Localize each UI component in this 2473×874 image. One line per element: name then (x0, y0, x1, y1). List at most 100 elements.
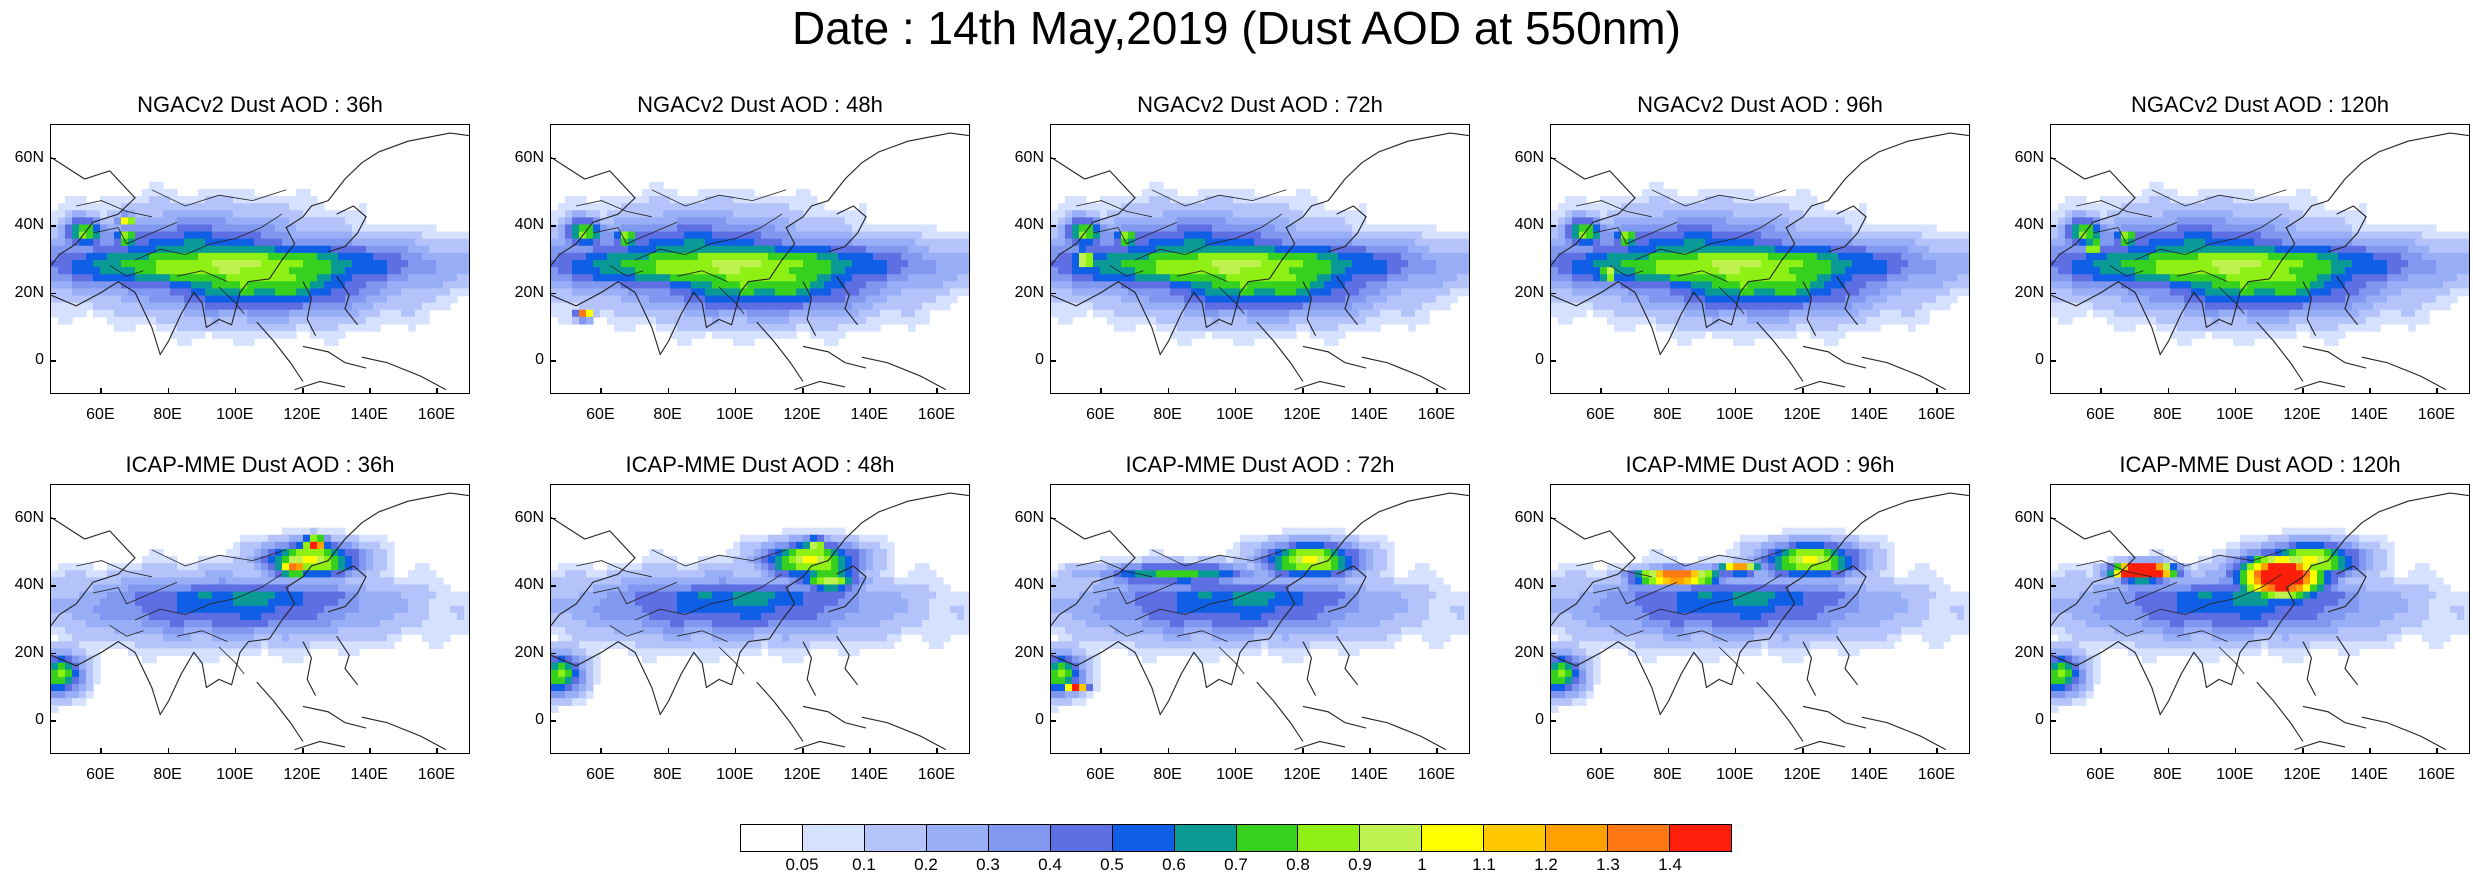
aod-cell (1922, 231, 1930, 240)
aod-cell (1359, 281, 1367, 290)
aod-cell (1352, 302, 1360, 311)
aod-cell (240, 217, 248, 226)
aod-cell (422, 238, 430, 247)
aod-cell (1163, 203, 1171, 211)
aod-cell (782, 196, 790, 204)
aod-cell (1642, 217, 1650, 226)
aod-cell (1726, 309, 1734, 318)
aod-cell (768, 252, 776, 261)
aod-cell (789, 217, 797, 226)
aod-cell (789, 238, 797, 247)
aod-cell (607, 295, 615, 304)
aod-cell (621, 323, 629, 332)
aod-cell (656, 274, 664, 282)
aod-cell (1149, 309, 1157, 318)
aod-cell (691, 238, 699, 247)
aod-cell (1775, 316, 1783, 325)
aod-cell (1408, 316, 1416, 325)
aod-cell (1586, 281, 1594, 290)
aod-cell (1149, 316, 1157, 325)
aod-cell (1177, 295, 1185, 304)
aod-cell (163, 245, 171, 254)
aod-cell (712, 323, 720, 332)
aod-cell (880, 309, 888, 318)
aod-cell (1408, 274, 1416, 282)
aod-cell (1726, 281, 1734, 290)
aod-cell (2219, 217, 2227, 226)
aod-cell (233, 331, 241, 339)
aod-cell (2450, 245, 2458, 254)
aod-cell (2324, 210, 2332, 218)
aod-cell (366, 252, 374, 261)
aod-cell (331, 331, 339, 339)
aod-cell (810, 224, 818, 233)
aod-cell (1873, 231, 1881, 240)
aod-cell (1058, 260, 1066, 268)
aod-cell (240, 252, 248, 261)
aod-cell (1387, 224, 1395, 233)
aod-cell (936, 288, 944, 297)
aod-cell (135, 274, 143, 282)
aod-cell (415, 260, 423, 268)
aod-cell (1121, 309, 1129, 318)
aod-cell (1551, 217, 1559, 226)
aod-cell (789, 231, 797, 240)
aod-cell (915, 288, 923, 297)
lon-tick-label: 140E (350, 406, 388, 423)
aod-cell (2135, 203, 2143, 211)
aod-cell (1915, 316, 1923, 325)
aod-cell (2310, 203, 2318, 211)
aod-cell (303, 210, 311, 218)
coastline (51, 132, 469, 356)
aod-cell (1387, 238, 1395, 247)
aod-cell (1817, 231, 1825, 240)
aod-cell (1733, 217, 1741, 226)
aod-cell (275, 288, 283, 297)
aod-cell (2247, 196, 2255, 204)
aod-cell (275, 331, 283, 339)
coastline (1551, 156, 1636, 266)
aod-cell (782, 331, 790, 339)
aod-cell (684, 196, 692, 204)
aod-cell (198, 245, 206, 254)
aod-cell (1873, 245, 1881, 254)
aod-cell (1782, 203, 1790, 211)
aod-cell (733, 316, 741, 325)
aod-cell (268, 252, 276, 261)
aod-cell (894, 267, 902, 275)
aod-cell (1254, 210, 1262, 218)
aod-cell (100, 260, 108, 268)
aod-cell (1359, 224, 1367, 233)
aod-cell (177, 302, 185, 311)
aod-cell (621, 267, 629, 275)
aod-cell (1191, 309, 1199, 318)
aod-cell (79, 245, 87, 254)
aod-cell (1775, 274, 1783, 282)
aod-cell (2352, 245, 2360, 254)
aod-cell (1380, 281, 1388, 290)
coastline (651, 189, 787, 207)
aod-cell (908, 252, 916, 261)
aod-cell (1149, 295, 1157, 304)
aod-cell (565, 252, 573, 261)
aod-cell (565, 196, 573, 204)
aod-cell (1600, 274, 1608, 282)
aod-cell (1275, 224, 1283, 233)
aod-cell (1226, 196, 1234, 204)
aod-cell (2093, 231, 2101, 240)
aod-cell (72, 217, 80, 226)
aod-cell (1803, 302, 1811, 311)
aod-cell (219, 224, 227, 233)
lon-tick (600, 388, 602, 394)
aod-cell (2065, 210, 2073, 218)
aod-cell (649, 274, 657, 282)
lat-tick-label: 40N (1514, 216, 1544, 234)
aod-cell (338, 217, 346, 226)
aod-cell (1184, 281, 1192, 290)
aod-cell (1719, 217, 1727, 226)
aod-cell (1551, 260, 1559, 268)
aod-cell (254, 288, 262, 297)
aod-cell (296, 302, 304, 311)
aod-cell (551, 217, 559, 226)
aod-cell (642, 309, 650, 318)
